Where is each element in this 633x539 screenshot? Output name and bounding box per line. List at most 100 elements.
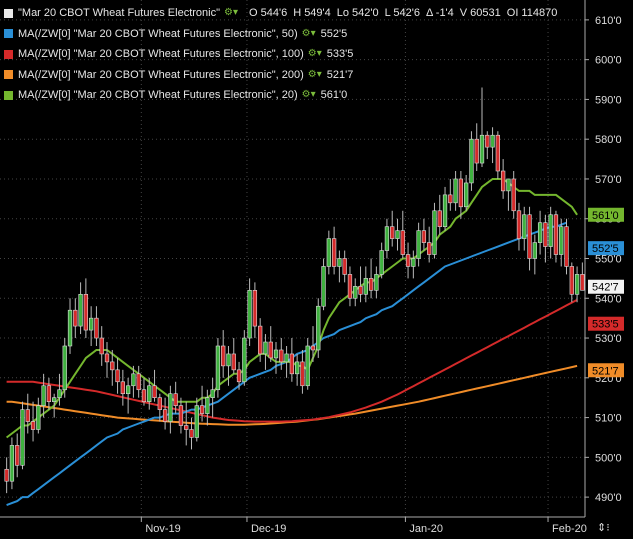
price-tag: [588, 207, 624, 222]
ohlc-readout: O 544'6 H 549'4 Lo 542'0 L 542'6 Δ -1'4 V 605…: [243, 3, 557, 24]
candle-body: [448, 194, 453, 204]
candle-body: [125, 385, 131, 395]
candle-body: [421, 230, 427, 243]
legend-ma-row[interactable]: MA(/ZW[0] "Mar 20 CBOT Wheat Futures Ele…: [4, 85, 557, 106]
price-tag: [588, 241, 624, 256]
ma20-line: [5, 178, 578, 439]
candle-body: [279, 349, 284, 363]
ma50-value: 552'5: [320, 27, 348, 40]
candle-body: [67, 309, 73, 347]
ma200-swatch: [4, 70, 13, 80]
main-series-name: "Mar 20 CBOT Wheat Futures Electronic": [18, 7, 221, 19]
candle-body: [152, 385, 157, 398]
candle-body: [548, 214, 553, 247]
candle-body: [532, 242, 537, 259]
candle-body: [416, 230, 421, 259]
candle-body: [4, 468, 9, 482]
candle-body: [199, 405, 205, 414]
ma20-label: MA(/ZW[0] "Mar 20 CBOT Wheat Futures Ele…: [18, 89, 298, 101]
ma100-value: 533'5: [326, 48, 354, 60]
candle-body: [469, 138, 474, 184]
gear-icon[interactable]: ⚙▾: [224, 7, 238, 18]
x-tick-label: Jan-20: [409, 523, 443, 535]
candle-body: [157, 397, 162, 410]
candle-body: [226, 353, 231, 367]
candle-body: [537, 222, 543, 243]
candle-body: [358, 286, 363, 295]
candle-body: [205, 397, 210, 414]
candle-body: [236, 369, 242, 383]
price-tag-label: 552'5: [592, 243, 619, 255]
candle-body: [310, 345, 316, 351]
candle-body: [500, 170, 506, 192]
main-series-swatch: [4, 8, 13, 18]
candle-body: [115, 369, 120, 383]
gear-icon[interactable]: ⚙▾: [301, 27, 316, 39]
candle-body: [342, 258, 347, 275]
candle-body: [94, 317, 99, 339]
candle-body: [442, 194, 448, 227]
chart-legend: "Mar 20 CBOT Wheat Futures Electronic" ⚙…: [4, 3, 557, 106]
gear-icon[interactable]: ⚙▾: [307, 68, 322, 80]
legend-ma-row[interactable]: MA(/ZW[0] "Mar 20 CBOT Wheat Futures Ele…: [4, 65, 557, 86]
candle-body: [543, 222, 548, 247]
ohlc-l: L 542'6: [384, 7, 420, 19]
candle-body: [184, 425, 189, 430]
candle-body: [162, 409, 168, 422]
candle-body: [458, 178, 464, 208]
candle-body: [231, 353, 236, 371]
candle-body: [390, 226, 395, 239]
legend-main-row[interactable]: "Mar 20 CBOT Wheat Futures Electronic" ⚙…: [4, 3, 557, 24]
y-tick-label: 530'0: [595, 333, 622, 345]
candle-body: [289, 353, 295, 375]
candle-body: [258, 325, 263, 355]
price-tag-label: 561'0: [592, 210, 619, 222]
candle-body: [247, 290, 252, 339]
y-tick-label: 610'0: [595, 15, 622, 27]
gear-icon[interactable]: ⚙▾: [301, 89, 316, 100]
legend-ma-row[interactable]: MA(/ZW[0] "Mar 20 CBOT Wheat Futures Ele…: [4, 44, 557, 65]
candle-body: [194, 405, 199, 438]
ma200-value: 521'7: [326, 68, 354, 81]
candle-body: [331, 238, 337, 267]
ma100-label: MA(/ZW[0] "Mar 20 CBOT Wheat Futures Ele…: [18, 48, 304, 60]
candle-body: [516, 210, 522, 239]
candle-body: [89, 317, 94, 331]
price-tag: [588, 316, 624, 331]
gear-icon[interactable]: ⚙▾: [307, 48, 322, 59]
candle-body: [252, 290, 258, 327]
ohlc-δ: Δ -1'4: [425, 7, 454, 19]
zoom-icon[interactable]: ⇕⁝: [597, 521, 610, 534]
candle-body: [189, 429, 194, 438]
candle-body: [511, 178, 516, 212]
candle-body: [104, 353, 110, 363]
candle-body: [62, 345, 67, 391]
candle-body: [474, 138, 479, 164]
candle-body: [347, 274, 353, 299]
candle-body: [294, 361, 300, 375]
candle-body: [506, 178, 511, 192]
candle-body: [395, 230, 400, 239]
ohlc-o: O 544'6: [249, 7, 288, 19]
candle-body: [57, 389, 62, 398]
candle-body: [305, 345, 310, 387]
price-tag: [588, 363, 624, 378]
candle-body: [99, 337, 104, 355]
candle-body: [46, 385, 52, 402]
ma50-swatch: [4, 29, 13, 39]
candle-body: [78, 293, 83, 327]
candle-body: [110, 361, 115, 371]
candle-body: [221, 345, 226, 367]
candle-body: [427, 242, 432, 255]
legend-ma-row[interactable]: MA(/ZW[0] "Mar 20 CBOT Wheat Futures Ele…: [4, 24, 557, 45]
candle-body: [464, 182, 469, 208]
candle-body: [411, 258, 416, 267]
candle-body: [527, 214, 532, 259]
candle-body: [553, 214, 559, 255]
candle-body: [559, 226, 564, 255]
candle-body: [136, 373, 141, 391]
price-tag-label: 521'7: [592, 365, 619, 377]
ohlc-h: H 549'4: [293, 7, 331, 19]
ma100-line: [6, 299, 578, 423]
